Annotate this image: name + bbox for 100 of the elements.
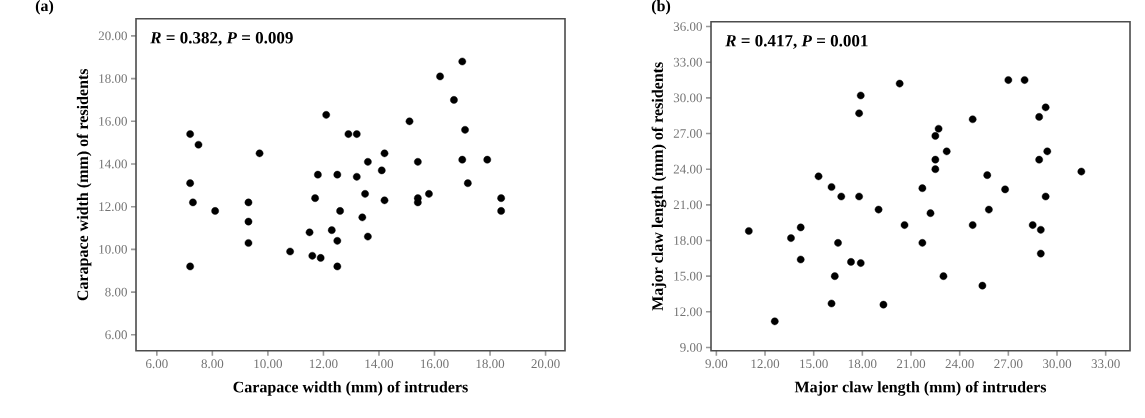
point [322, 111, 331, 119]
y-tick-label: 9.00 [680, 343, 702, 352]
y-tick-label: 18.00 [674, 236, 702, 246]
point [931, 132, 940, 140]
x-tick-label: 33.00 [1091, 359, 1120, 369]
y-tick-label: 12.00 [674, 307, 702, 317]
x-tick-label: 20.00 [531, 359, 560, 369]
point [900, 221, 909, 229]
y-tick-label: 14.00 [99, 159, 127, 169]
y-tick-label: 21.00 [673, 200, 702, 210]
point [1035, 155, 1043, 164]
point [895, 79, 904, 88]
point [968, 115, 977, 124]
y-tick-label: 10.00 [99, 245, 127, 254]
x-tick-label: 15.00 [800, 359, 828, 369]
point [837, 192, 846, 201]
x-tick-label: 30.00 [1043, 359, 1072, 369]
point [244, 217, 253, 226]
point [336, 207, 344, 215]
y-tick-label: 24.00 [673, 164, 702, 174]
x-tick-label: 18.00 [848, 359, 877, 369]
point [364, 158, 372, 166]
point [316, 254, 325, 262]
x-tick-label: 6.00 [146, 359, 168, 369]
point [855, 109, 863, 118]
y-tick-label: 12.00 [99, 202, 127, 212]
point [186, 262, 194, 271]
point [436, 72, 444, 81]
point [308, 252, 317, 260]
point [311, 194, 319, 203]
x-tick-label: 8.00 [201, 359, 224, 369]
point [926, 209, 935, 218]
point [286, 247, 294, 256]
point [934, 125, 943, 133]
x-axis-title: Major claw length (mm) of intruders [794, 381, 1047, 396]
point [314, 170, 322, 179]
point [1036, 249, 1045, 258]
y-tick-label: 18.00 [99, 74, 127, 84]
x-tick-label: 21.00 [896, 359, 926, 369]
point [344, 130, 353, 138]
x-tick-label: 14.00 [365, 359, 394, 369]
point [931, 165, 940, 174]
point [918, 239, 927, 247]
point [847, 258, 855, 266]
y-tick-label: 27.00 [673, 129, 702, 139]
point [1043, 147, 1052, 156]
point [186, 179, 194, 188]
point [1041, 192, 1050, 201]
point [856, 259, 865, 267]
x-axis-title: Carapace width (mm) of intruders [233, 381, 468, 396]
point [333, 237, 342, 245]
chart-title: (a) [35, 0, 54, 15]
x-tick-label: 24.00 [945, 359, 974, 369]
point [1020, 76, 1029, 84]
point [464, 179, 472, 188]
point [244, 198, 253, 207]
point [1035, 113, 1043, 121]
chart-title: (b) [651, 0, 671, 15]
point [211, 207, 219, 215]
point [1028, 221, 1037, 229]
y-axis-title: Carapace width (mm) of residents [76, 69, 92, 301]
y-tick-label: 16.00 [99, 116, 127, 126]
point [1041, 103, 1050, 112]
point [830, 272, 839, 281]
point [856, 91, 865, 100]
point [194, 141, 203, 149]
point [855, 192, 863, 201]
point [1004, 76, 1013, 84]
point [827, 299, 836, 308]
point [983, 171, 992, 180]
point [745, 227, 753, 235]
annotation: R = 0.382, P = 0.009 [150, 32, 293, 47]
point [189, 198, 197, 207]
y-tick-label: 20.00 [98, 31, 127, 41]
point [918, 184, 927, 193]
x-tick-label: 10.00 [254, 359, 283, 369]
point [333, 170, 342, 179]
point [978, 281, 987, 290]
point [985, 205, 993, 214]
point [425, 190, 433, 198]
point [1036, 226, 1045, 234]
y-tick-label: 33.00 [673, 57, 702, 67]
point [931, 155, 940, 164]
annotation: R = 0.417, P = 0.001 [725, 35, 868, 50]
y-tick-label: 8.00 [105, 287, 127, 297]
point [458, 57, 467, 66]
point [968, 221, 977, 229]
point [1077, 167, 1086, 176]
point [770, 317, 779, 326]
y-tick-label: 30.00 [673, 93, 702, 103]
point [364, 232, 372, 241]
point [377, 166, 386, 175]
point [796, 255, 805, 264]
x-tick-label: 12.00 [751, 359, 780, 369]
y-tick-label: 36.00 [673, 22, 702, 32]
point [874, 205, 883, 214]
y-axis-title: Major claw length (mm) of residents [651, 62, 667, 311]
point [942, 147, 951, 156]
point [380, 196, 389, 205]
point [879, 300, 888, 309]
